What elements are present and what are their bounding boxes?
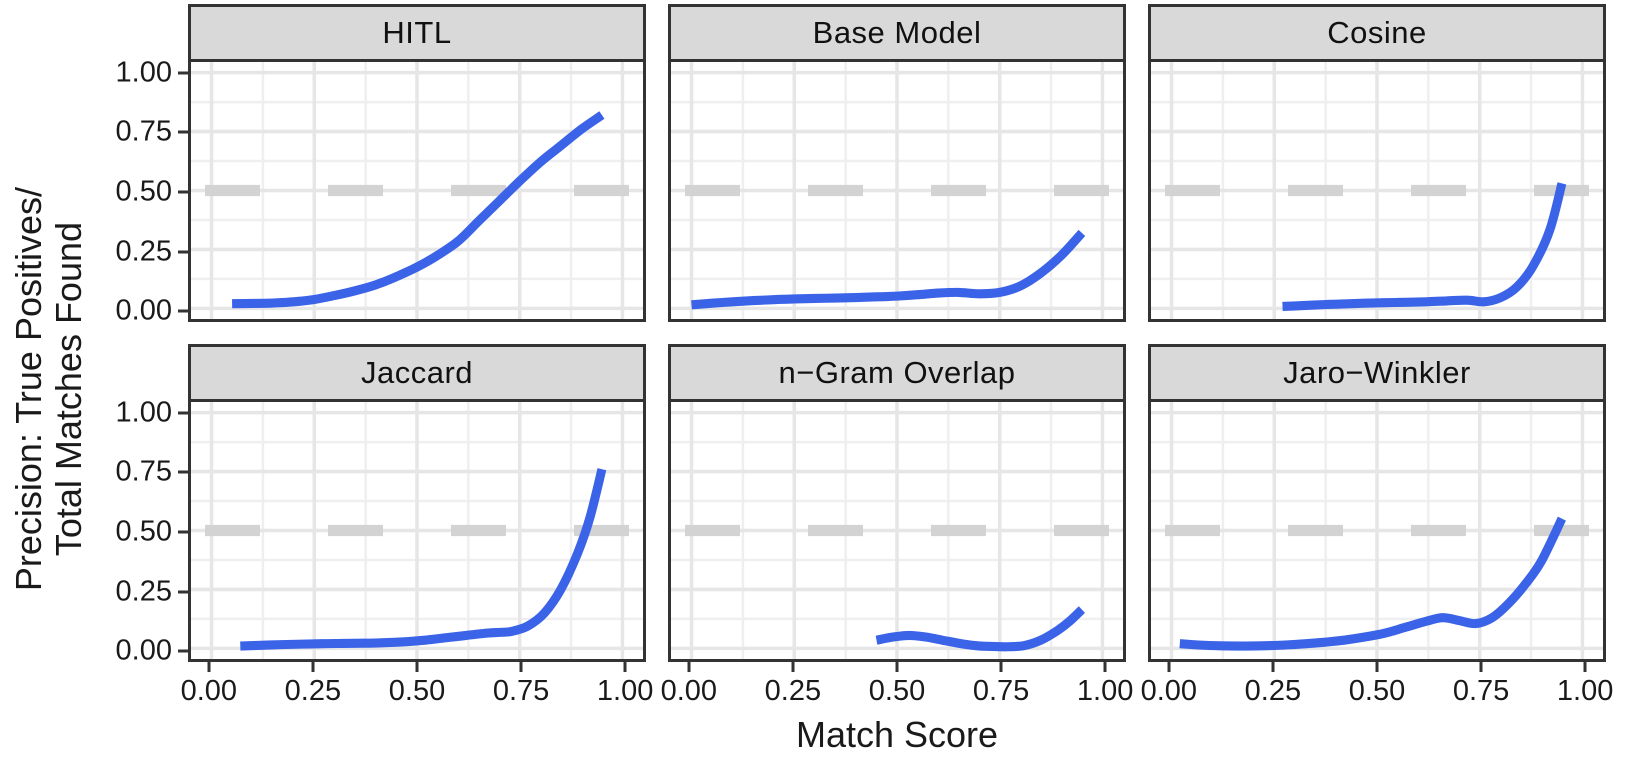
facet-strip-ngram-overlap: n−Gram Overlap — [668, 344, 1126, 402]
y-axis-title: Precision: True Positives/ Total Matches… — [8, 187, 89, 592]
x-tick-label: 0.25 — [1244, 675, 1302, 707]
x-tick-mark — [1167, 662, 1171, 672]
y-tick-mark — [178, 530, 188, 534]
facet-title: HITL — [382, 15, 452, 50]
panel-plot-cosine — [1151, 62, 1603, 319]
x-tick-label: 0.00 — [1140, 675, 1198, 707]
y-tick-mark — [178, 649, 188, 653]
facet-title: Jaro−Winkler — [1283, 355, 1471, 390]
panel-plot-ngram-overlap — [671, 402, 1123, 659]
x-tick-mark — [1103, 662, 1107, 672]
x-tick-mark — [623, 662, 627, 672]
facet-strip-jaro-winkler: Jaro−Winkler — [1148, 344, 1606, 402]
facet-title: Base Model — [812, 15, 982, 50]
x-tick-mark — [999, 662, 1003, 672]
facet-panel-cosine — [1148, 62, 1606, 322]
panel-plot-jaccard — [191, 402, 643, 659]
x-tick-label: 1.00 — [1556, 675, 1614, 707]
x-tick-mark — [519, 662, 523, 672]
x-tick-mark — [791, 662, 795, 672]
facet-grid: HITL Base Model Cosine 1.00 0.75 0.50 0.25 0… — [88, 4, 1613, 775]
y-tick-label: 0.25 — [115, 235, 172, 268]
precision-curve — [231, 111, 605, 309]
y-tick-label: 0.50 — [115, 175, 172, 208]
x-tick-label: 0.00 — [660, 675, 718, 707]
y-tick-label: 1.00 — [115, 56, 172, 89]
y-tick-label: 0.50 — [115, 515, 172, 548]
x-tick-mark — [687, 662, 691, 672]
y-tick-mark — [178, 470, 188, 474]
x-tick-mark — [1479, 662, 1483, 672]
x-tick-label: 0.00 — [180, 675, 238, 707]
precision-curve — [1179, 516, 1566, 651]
facet-panel-jaccard — [188, 402, 646, 662]
panel-plot-hitl — [191, 62, 643, 319]
y-tick-label: 0.75 — [115, 115, 172, 148]
x-tick-label: 1.00 — [1076, 675, 1134, 707]
y-tick-mark — [178, 190, 188, 194]
x-tick-label: 0.50 — [1348, 675, 1406, 707]
x-tick-label: 0.75 — [972, 675, 1030, 707]
y-tick-label: 0.00 — [115, 294, 172, 327]
facet-strip-hitl: HITL — [188, 4, 646, 62]
x-tick-label: 0.50 — [388, 675, 446, 707]
y-axis-ticks-row1: 1.00 0.75 0.50 0.25 0.00 — [88, 56, 188, 327]
precision-curve — [240, 468, 607, 651]
facet-panel-base-model — [668, 62, 1126, 322]
x-tick-label: 0.50 — [868, 675, 926, 707]
x-axis-ticks-col3: 0.00 0.25 0.50 0.75 1.00 — [1141, 662, 1613, 707]
x-tick-mark — [1271, 662, 1275, 672]
x-tick-mark — [207, 662, 211, 672]
x-tick-label: 0.25 — [764, 675, 822, 707]
x-tick-mark — [311, 662, 315, 672]
facet-title: Cosine — [1327, 15, 1427, 50]
y-tick-label: 0.00 — [115, 634, 172, 667]
panel-plot-jaro-winkler — [1151, 402, 1603, 659]
y-tick-label: 0.75 — [115, 455, 172, 488]
facet-panel-jaro-winkler — [1148, 402, 1606, 662]
x-axis-ticks-col2: 0.00 0.25 0.50 0.75 1.00 — [661, 662, 1133, 707]
x-tick-label: 1.00 — [596, 675, 654, 707]
x-tick-mark — [895, 662, 899, 672]
y-tick-mark — [178, 411, 188, 415]
x-tick-label: 0.75 — [492, 675, 550, 707]
x-axis-title: Match Score — [795, 714, 999, 755]
precision-curve — [691, 229, 1086, 310]
y-tick-mark — [178, 250, 188, 254]
y-tick-label: 1.00 — [115, 396, 172, 429]
x-axis-ticks-col1: 0.00 0.25 0.50 0.75 1.00 — [181, 662, 653, 707]
y-axis-title-wrap: Precision: True Positives/ Total Matches… — [8, 4, 89, 775]
precision-curve — [1282, 182, 1567, 312]
y-tick-mark — [178, 130, 188, 134]
y-tick-label: 0.25 — [115, 575, 172, 608]
x-tick-mark — [415, 662, 419, 672]
x-tick-mark — [1375, 662, 1379, 672]
precision-curve — [875, 606, 1086, 652]
y-axis-title-line2: Total Matches Found — [48, 222, 89, 557]
y-axis-title-line1: Precision: True Positives/ — [8, 187, 49, 592]
x-tick-label: 0.25 — [284, 675, 342, 707]
x-tick-label: 0.75 — [1452, 675, 1510, 707]
facet-strip-jaccard: Jaccard — [188, 344, 646, 402]
x-axis-title-row: Match Score — [188, 706, 1606, 758]
facet-panel-ngram-overlap — [668, 402, 1126, 662]
facet-title: n−Gram Overlap — [778, 355, 1016, 390]
y-axis-ticks-row2: 1.00 0.75 0.50 0.25 0.00 — [88, 396, 188, 667]
y-tick-mark — [178, 590, 188, 594]
facet-title: Jaccard — [360, 355, 474, 390]
facet-panel-hitl — [188, 62, 646, 322]
y-tick-mark — [178, 71, 188, 75]
panel-plot-base-model — [671, 62, 1123, 319]
x-tick-mark — [1583, 662, 1587, 672]
facet-strip-cosine: Cosine — [1148, 4, 1606, 62]
y-tick-mark — [178, 309, 188, 313]
facet-strip-base-model: Base Model — [668, 4, 1126, 62]
